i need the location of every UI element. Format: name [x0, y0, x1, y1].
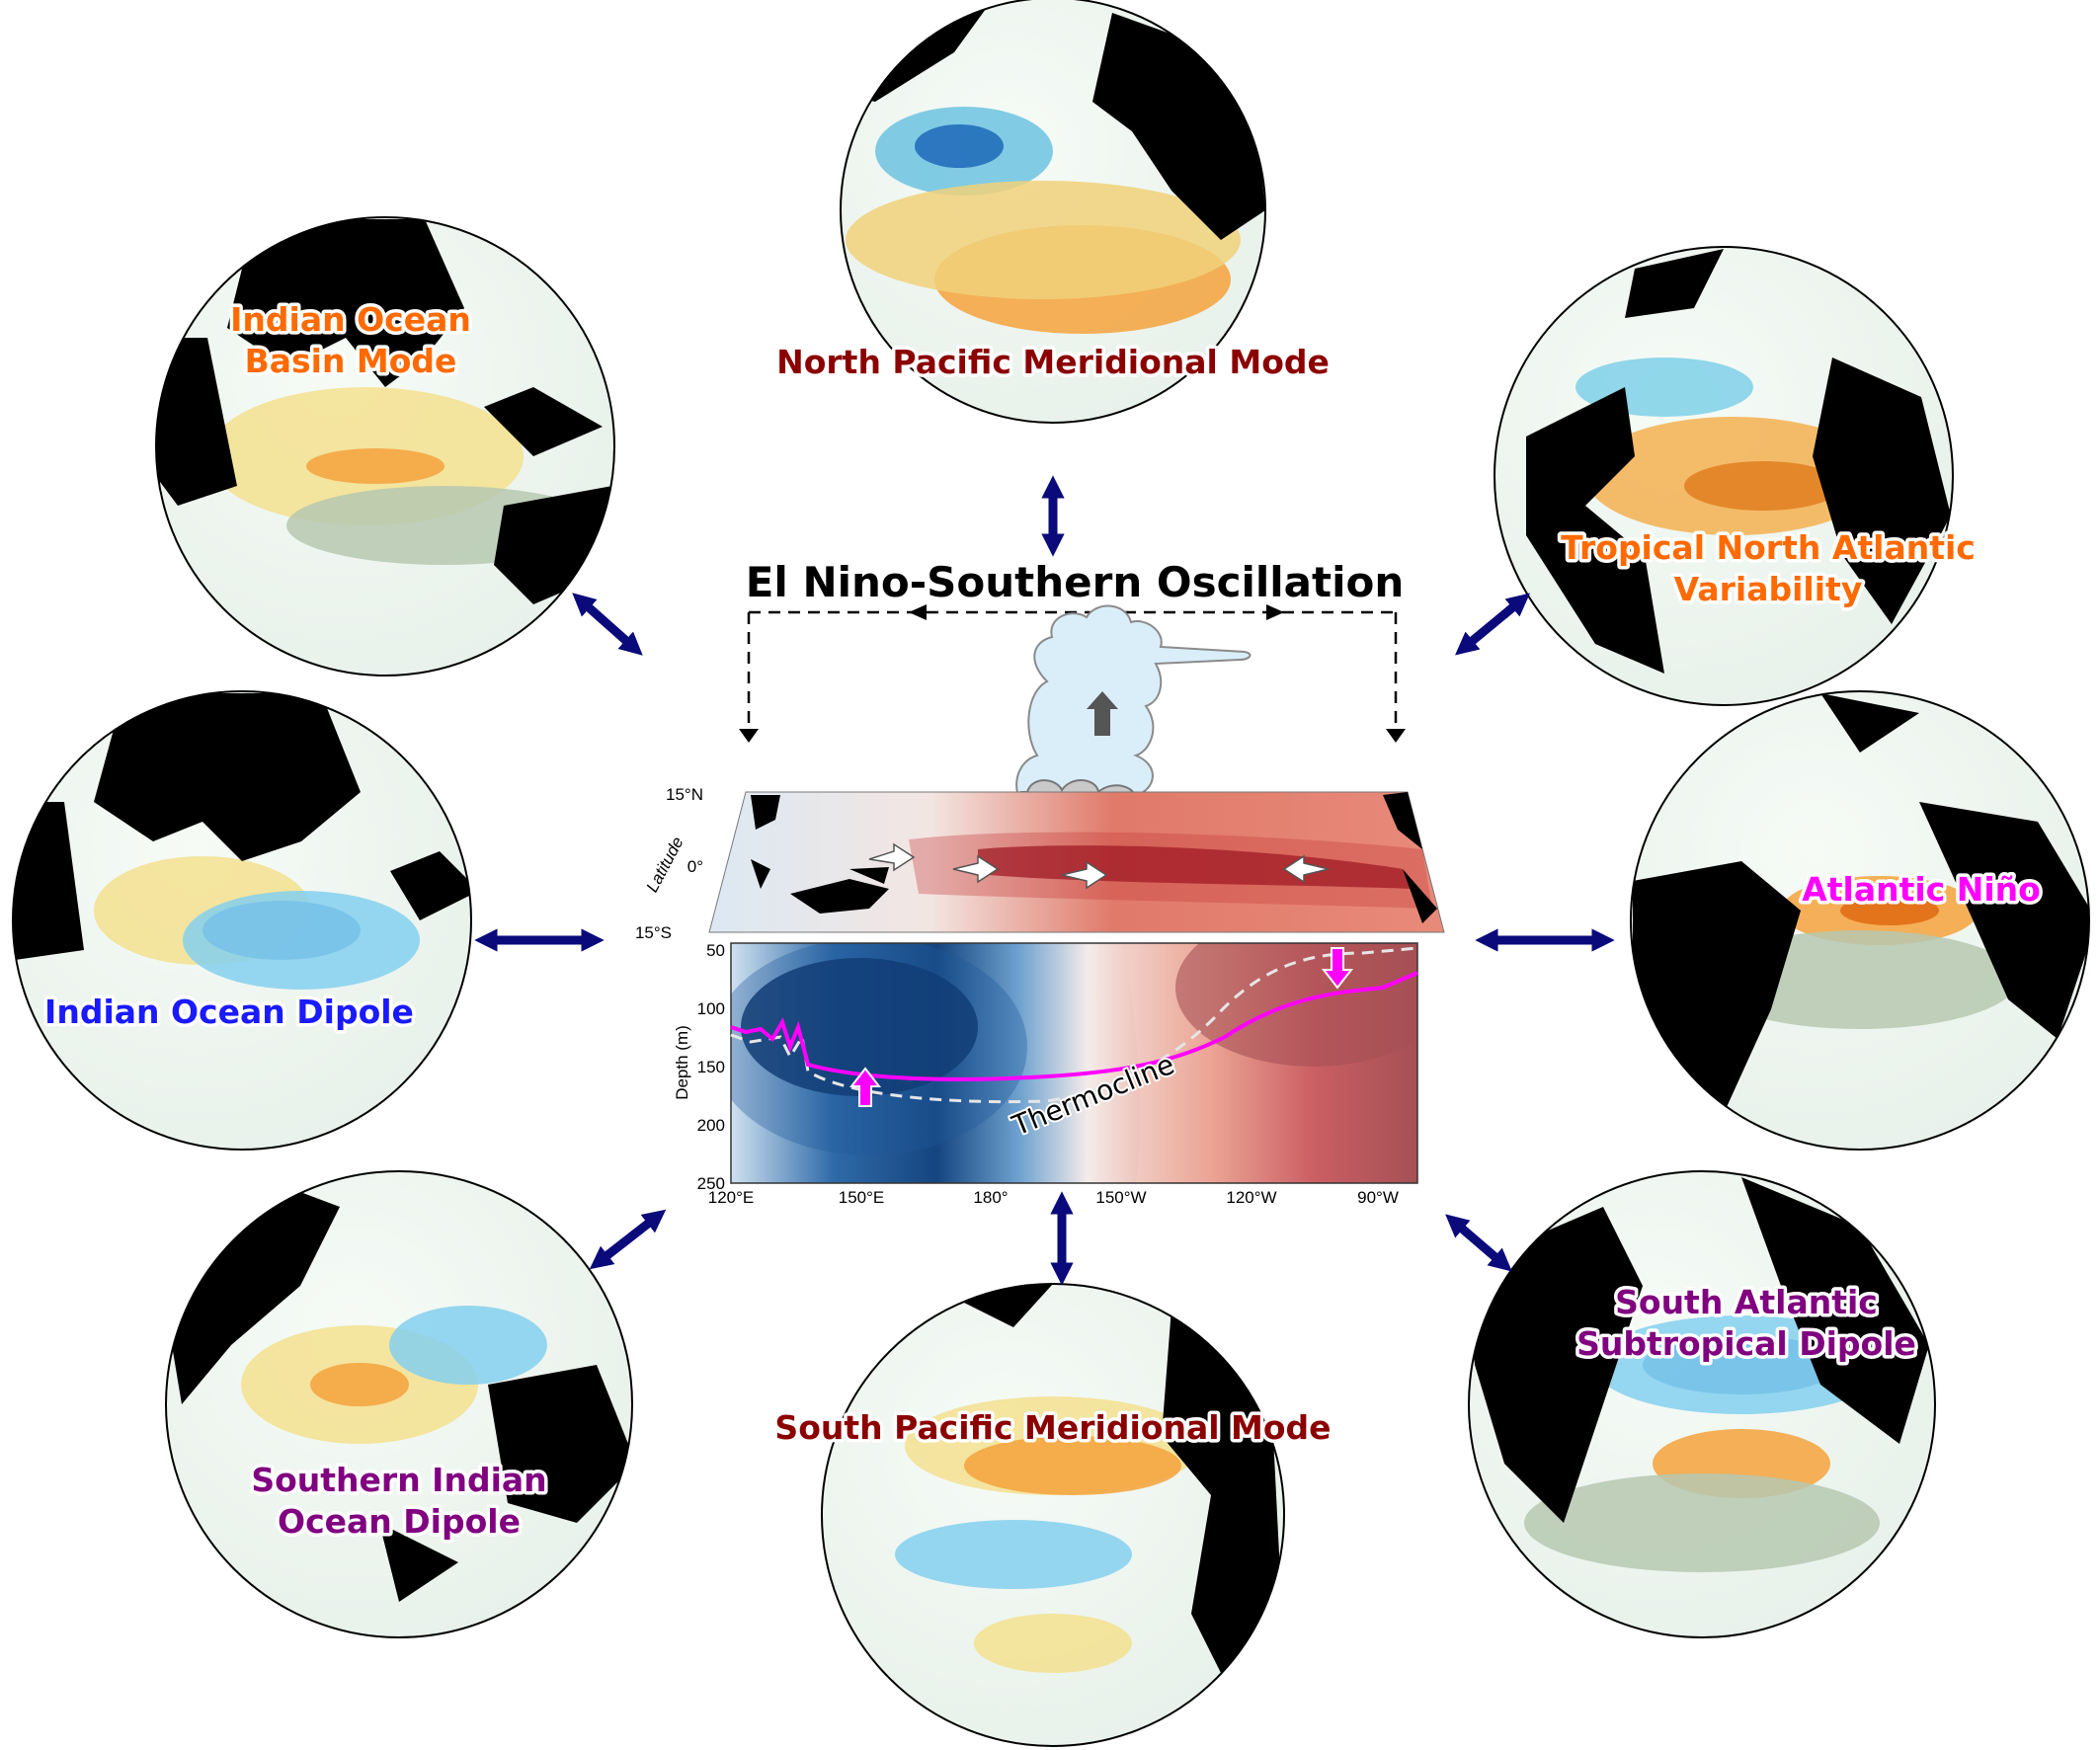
land-mask	[1526, 249, 1951, 674]
sst-surface-map: 15°N 0° 15°S Latitude	[635, 785, 1445, 942]
mode-label-iod: Indian Ocean Dipole	[44, 993, 414, 1031]
mode-label-ioba: Indian Ocean Basin Mode	[230, 300, 471, 380]
enso-title: El Nino-Southern Oscillation	[746, 558, 1405, 606]
double-arrow	[589, 1209, 667, 1270]
lat-tick-0: 0°	[687, 857, 703, 876]
globe-siod	[165, 1170, 633, 1638]
thermocline-deepening-arrow	[1321, 947, 1354, 990]
land-mask	[166, 1177, 632, 1602]
thermocline-shoaling-arrow	[848, 1067, 882, 1107]
mode-label-npmm: North Pacific Meridional Mode	[776, 343, 1330, 381]
lat-tick-15s: 15°S	[635, 923, 672, 942]
globe-atl	[1630, 690, 2090, 1151]
globe-npmm	[840, 0, 1266, 424]
lon-tick-180: 180°	[973, 1188, 1008, 1207]
globe-sasd	[1468, 1170, 1936, 1638]
depth-section: Thermocline 50 100 150 200 250 Depth (m)…	[673, 941, 1418, 1207]
land-mask	[156, 219, 612, 604]
thermocline-climatology	[730, 946, 1418, 1104]
globe-iod	[12, 690, 472, 1151]
land-mask	[1633, 693, 2089, 1118]
depth-axis-label: Depth (m)	[673, 1025, 691, 1100]
lat-axis-label: Latitude	[643, 834, 687, 895]
land-mask	[934, 1284, 1280, 1693]
depth-tick-150: 150	[697, 1058, 725, 1076]
globe-tna	[1494, 246, 1954, 706]
mode-label-tna: Tropical North Atlantic Variability	[1561, 528, 1976, 608]
thermocline-line	[730, 971, 1418, 1081]
lon-tick-90w: 90°W	[1357, 1188, 1399, 1207]
land-mask	[1469, 1177, 1929, 1523]
lon-tick-120w: 120°W	[1226, 1188, 1276, 1207]
double-arrow	[1454, 593, 1531, 656]
depth-tick-100: 100	[697, 999, 725, 1018]
mode-label-sasd: South Atlantic Subtropical Dipole	[1576, 1283, 1916, 1363]
lon-tick-150e: 150°E	[839, 1188, 885, 1207]
depth-tick-50: 50	[706, 941, 725, 960]
mode-label-spmm: South Pacific Meridional Mode	[774, 1408, 1331, 1447]
lon-tick-150w: 150°W	[1095, 1188, 1146, 1207]
connection-arrows	[474, 475, 1615, 1286]
mode-label-siod: Southern Indian Ocean Dipole	[251, 1461, 546, 1541]
depth-tick-250: 250	[697, 1174, 725, 1193]
trade-wind-arrows	[868, 842, 1330, 890]
land-mask	[841, 0, 1265, 240]
walker-arrowheads	[739, 604, 1406, 743]
double-arrow	[572, 593, 643, 656]
depth-tick-200: 200	[697, 1116, 725, 1135]
land-mask	[13, 693, 471, 960]
mode-label-atl: Atlantic Niño	[1802, 870, 2041, 909]
lon-tick-120e: 120°E	[708, 1188, 755, 1207]
lat-tick-15n: 15°N	[666, 785, 703, 804]
globe-ioba	[155, 216, 615, 676]
double-arrow	[1445, 1214, 1512, 1272]
globe-spmm	[821, 1283, 1285, 1747]
enso-panel: El Nino-Southern Oscillation	[635, 555, 1445, 1207]
walker-circulation	[747, 610, 1398, 731]
